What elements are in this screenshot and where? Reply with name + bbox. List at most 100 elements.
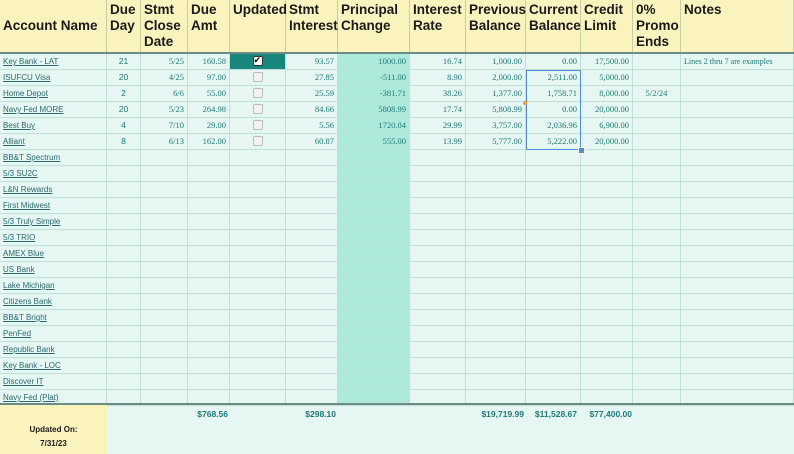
due-day-cell[interactable]: 20 xyxy=(107,70,141,85)
previous-balance-cell[interactable] xyxy=(466,246,526,261)
updated-cell[interactable] xyxy=(230,342,286,357)
updated-checkbox[interactable] xyxy=(252,103,263,114)
previous-balance-cell[interactable] xyxy=(466,230,526,245)
notes-cell[interactable] xyxy=(681,214,794,229)
previous-balance-cell[interactable] xyxy=(466,374,526,389)
promo-ends-cell[interactable] xyxy=(633,198,681,213)
due-day-cell[interactable]: 20 xyxy=(107,102,141,117)
notes-cell[interactable] xyxy=(681,246,794,261)
stmt-close-date-cell[interactable]: 5/23 xyxy=(141,102,188,117)
principal-change-cell[interactable] xyxy=(338,230,410,245)
updated-cell[interactable] xyxy=(230,134,286,149)
due-day-cell[interactable] xyxy=(107,182,141,197)
due-amt-cell[interactable]: 97.00 xyxy=(188,70,230,85)
due-day-cell[interactable] xyxy=(107,230,141,245)
stmt-close-date-cell[interactable] xyxy=(141,166,188,181)
credit-limit-cell[interactable] xyxy=(581,326,633,341)
promo-ends-cell[interactable] xyxy=(633,166,681,181)
credit-limit-cell[interactable] xyxy=(581,358,633,373)
current-balance-cell[interactable] xyxy=(526,294,581,309)
due-amt-cell[interactable] xyxy=(188,390,230,405)
promo-ends-cell[interactable] xyxy=(633,342,681,357)
principal-change-cell[interactable] xyxy=(338,294,410,309)
promo-ends-cell[interactable] xyxy=(633,310,681,325)
previous-balance-cell[interactable]: 2,000.00 xyxy=(466,70,526,85)
updated-cell[interactable] xyxy=(230,214,286,229)
updated-checkbox[interactable] xyxy=(252,54,263,68)
header-promo-ends[interactable]: 0% Promo Ends xyxy=(633,0,681,52)
updated-on-date[interactable]: 7/31/23 xyxy=(40,439,67,448)
promo-ends-cell[interactable] xyxy=(633,102,681,117)
notes-cell[interactable] xyxy=(681,198,794,213)
principal-change-cell[interactable] xyxy=(338,326,410,341)
updated-cell[interactable] xyxy=(230,374,286,389)
interest-rate-cell[interactable] xyxy=(410,374,466,389)
stmt-close-date-cell[interactable]: 7/10 xyxy=(141,118,188,133)
due-amt-cell[interactable]: 160.58 xyxy=(188,54,230,69)
previous-balance-cell[interactable] xyxy=(466,390,526,405)
principal-change-cell[interactable]: 555.00 xyxy=(338,134,410,149)
due-day-cell[interactable] xyxy=(107,278,141,293)
credit-limit-cell[interactable] xyxy=(581,198,633,213)
updated-cell[interactable] xyxy=(230,358,286,373)
updated-cell[interactable] xyxy=(230,198,286,213)
promo-ends-cell[interactable] xyxy=(633,246,681,261)
stmt-close-date-cell[interactable] xyxy=(141,262,188,277)
updated-cell[interactable] xyxy=(230,326,286,341)
due-amt-cell[interactable] xyxy=(188,166,230,181)
due-day-cell[interactable] xyxy=(107,166,141,181)
promo-ends-cell[interactable] xyxy=(633,326,681,341)
stmt-close-date-cell[interactable] xyxy=(141,310,188,325)
stmt-interest-cell[interactable] xyxy=(286,150,338,165)
account-name-cell[interactable]: Republic Bank xyxy=(0,342,107,357)
stmt-close-date-cell[interactable] xyxy=(141,198,188,213)
due-amt-cell[interactable] xyxy=(188,182,230,197)
interest-rate-cell[interactable]: 8.90 xyxy=(410,70,466,85)
previous-balance-cell[interactable] xyxy=(466,342,526,357)
account-name-cell[interactable]: Key Bank - LOC xyxy=(0,358,107,373)
total-stmt-interest[interactable]: $298.10 xyxy=(305,409,336,419)
notes-cell[interactable] xyxy=(681,134,794,149)
account-name-cell[interactable]: Discover IT xyxy=(0,374,107,389)
due-amt-cell[interactable]: 55.00 xyxy=(188,86,230,101)
stmt-close-date-cell[interactable] xyxy=(141,150,188,165)
credit-limit-cell[interactable] xyxy=(581,390,633,405)
stmt-interest-cell[interactable] xyxy=(286,310,338,325)
credit-limit-cell[interactable] xyxy=(581,294,633,309)
principal-change-cell[interactable] xyxy=(338,198,410,213)
notes-cell[interactable] xyxy=(681,230,794,245)
promo-ends-cell[interactable] xyxy=(633,390,681,405)
stmt-close-date-cell[interactable] xyxy=(141,294,188,309)
credit-limit-cell[interactable] xyxy=(581,246,633,261)
promo-ends-cell[interactable] xyxy=(633,150,681,165)
updated-cell[interactable] xyxy=(230,246,286,261)
account-name-cell[interactable]: 5/3 SU2C xyxy=(0,166,107,181)
interest-rate-cell[interactable] xyxy=(410,230,466,245)
stmt-close-date-cell[interactable] xyxy=(141,374,188,389)
stmt-close-date-cell[interactable]: 5/25 xyxy=(141,54,188,69)
header-stmt-close-date[interactable]: Stmt Close Date xyxy=(141,0,188,52)
principal-change-cell[interactable] xyxy=(338,374,410,389)
stmt-interest-cell[interactable]: 5.56 xyxy=(286,118,338,133)
interest-rate-cell[interactable] xyxy=(410,390,466,405)
credit-limit-cell[interactable] xyxy=(581,262,633,277)
interest-rate-cell[interactable] xyxy=(410,358,466,373)
current-balance-cell[interactable] xyxy=(526,278,581,293)
stmt-interest-cell[interactable] xyxy=(286,374,338,389)
header-due-amt[interactable]: Due Amt xyxy=(188,0,230,52)
total-previous-balance[interactable]: $19,719.99 xyxy=(481,409,524,419)
credit-limit-cell[interactable] xyxy=(581,374,633,389)
due-amt-cell[interactable]: 162.00 xyxy=(188,134,230,149)
due-amt-cell[interactable]: 264.98 xyxy=(188,102,230,117)
stmt-interest-cell[interactable]: 27.85 xyxy=(286,70,338,85)
updated-cell[interactable] xyxy=(230,262,286,277)
stmt-interest-cell[interactable] xyxy=(286,278,338,293)
notes-cell[interactable] xyxy=(681,358,794,373)
header-current-balance[interactable]: Current Balance xyxy=(526,0,581,52)
due-day-cell[interactable] xyxy=(107,150,141,165)
principal-change-cell[interactable] xyxy=(338,182,410,197)
interest-rate-cell[interactable]: 29.99 xyxy=(410,118,466,133)
current-balance-cell[interactable] xyxy=(526,262,581,277)
principal-change-cell[interactable]: -511.00 xyxy=(338,70,410,85)
interest-rate-cell[interactable] xyxy=(410,198,466,213)
